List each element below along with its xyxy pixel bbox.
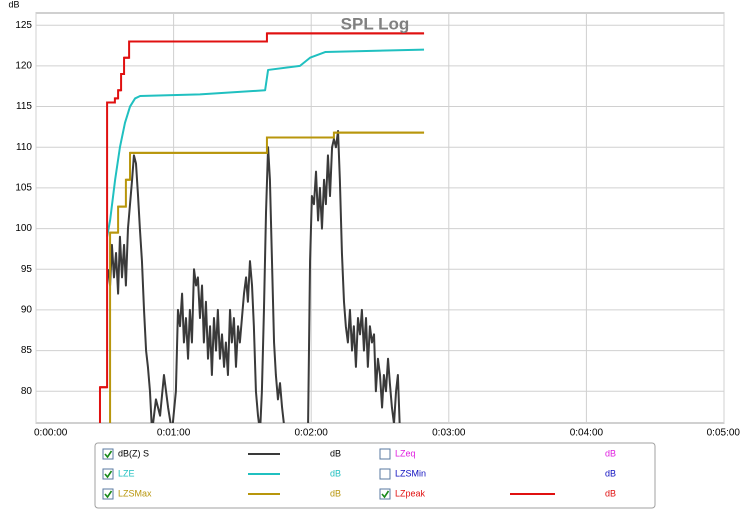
- x-tick-label: 0:00:00: [34, 428, 68, 439]
- legend-label: dB(Z) S: [118, 448, 149, 458]
- step-risers: [98, 32, 425, 423]
- legend-checkbox[interactable]: [102, 468, 114, 480]
- step-risers: [109, 131, 425, 423]
- legend-label: LZeq: [395, 448, 416, 458]
- y-tick-label: 85: [21, 345, 33, 356]
- legend-label: LZE: [118, 468, 135, 478]
- y-tick-label: 80: [21, 386, 33, 397]
- legend-label: LZSMax: [118, 488, 152, 498]
- checkmark: [381, 490, 390, 499]
- legend-checkbox[interactable]: [102, 448, 114, 460]
- grid: [35, 13, 725, 423]
- checkmark: [104, 470, 113, 479]
- legend-unit: dB: [605, 488, 616, 498]
- legend-label: LZSMin: [395, 468, 426, 478]
- legend: dB(Z) S dB LZE dB LZSMax dB LZeq dB LZSMin dB LZpe…: [102, 448, 616, 500]
- y-tick-label: 105: [15, 183, 32, 194]
- legend-checkbox[interactable]: [379, 468, 391, 480]
- legend-unit: dB: [330, 488, 341, 498]
- y-tick-label: 90: [21, 305, 33, 316]
- legend-unit: dB: [605, 468, 616, 478]
- legend-unit: dB: [330, 468, 341, 478]
- legend-checkbox[interactable]: [379, 448, 391, 460]
- legend-checkbox[interactable]: [102, 488, 114, 500]
- series-line: [106, 48, 425, 237]
- x-tick-label: 0:01:00: [157, 428, 191, 439]
- x-tick-label: 0:04:00: [570, 428, 604, 439]
- y-tick-label: 100: [15, 223, 32, 234]
- x-tick-label: 0:05:00: [707, 428, 741, 439]
- legend-box: [94, 442, 656, 509]
- series-line: [107, 129, 401, 423]
- legend-unit: dB: [330, 448, 341, 458]
- checkmark: [104, 490, 113, 499]
- y-axis-unit: dB: [8, 0, 19, 9]
- y-tick-label: 125: [15, 20, 32, 31]
- y-tick-label: 115: [16, 101, 32, 112]
- y-tick-label: 120: [15, 61, 32, 72]
- chart-title: SPL Log: [341, 14, 410, 33]
- y-tick-label: 95: [21, 264, 33, 275]
- x-tick-label: 0:02:00: [295, 428, 329, 439]
- plot-area: [35, 12, 725, 424]
- x-tick-label: 0:03:00: [432, 428, 466, 439]
- legend-checkbox[interactable]: [379, 488, 391, 500]
- checkmark: [104, 450, 113, 459]
- series-lines: [98, 32, 425, 423]
- y-tick-label: 110: [16, 142, 32, 153]
- legend-label: LZpeak: [395, 488, 426, 498]
- legend-unit: dB: [605, 448, 616, 458]
